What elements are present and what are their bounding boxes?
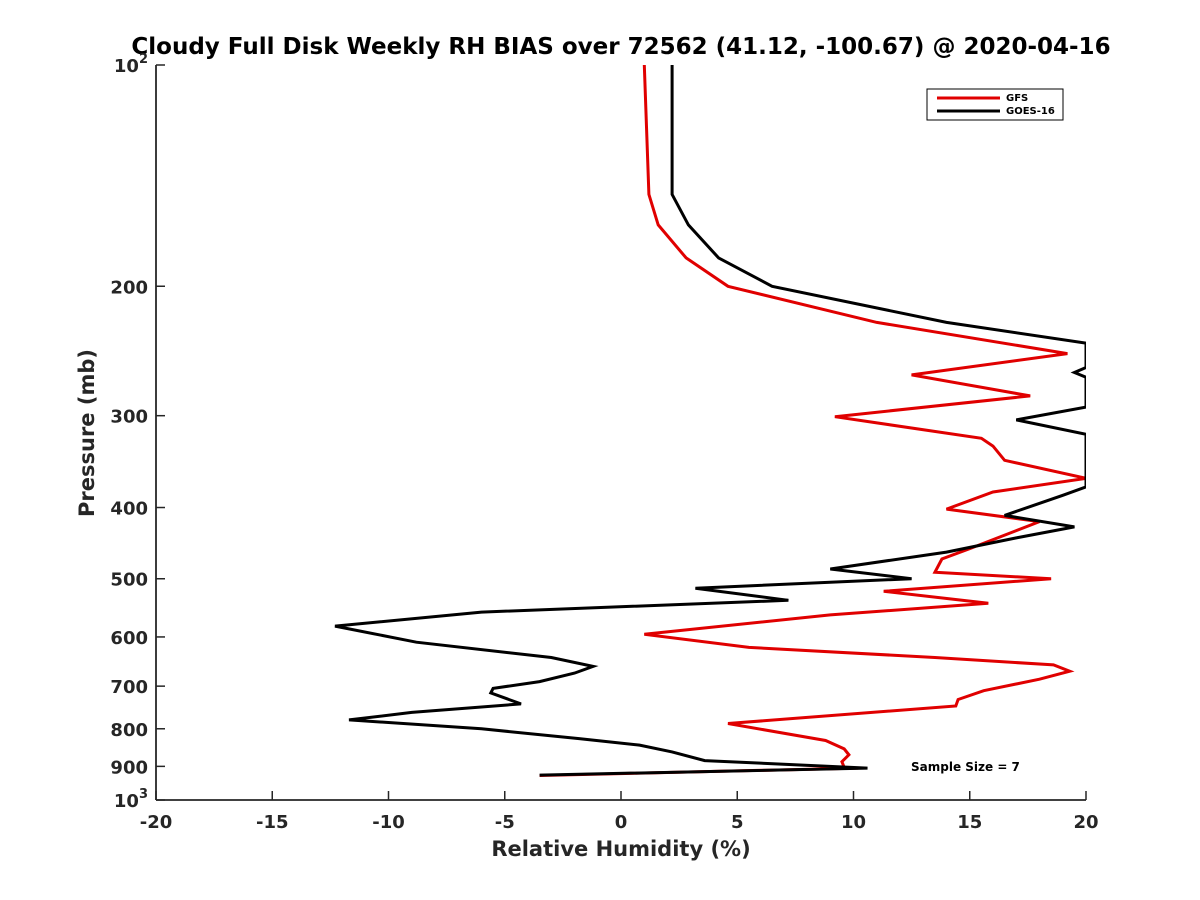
series-line-gfs [539,64,1086,777]
x-tick-label: 15 [957,812,982,833]
y-tick-label: 500 [110,570,148,591]
x-tick-label: 5 [731,812,744,833]
legend-label-goes16: GOES-16 [1006,106,1055,117]
y-tick-label: 600 [110,628,148,649]
y-tick-label: 103 [114,787,148,812]
legend-box [926,88,1064,121]
sample-size-annotation: Sample Size = 7 [911,760,1020,774]
y-tick-label: 400 [110,499,148,520]
chart-title: Cloudy Full Disk Weekly RH BIAS over 725… [131,34,1110,60]
x-tick-label: -20 [140,812,173,833]
x-tick-label: -5 [495,812,515,833]
legend: GFS GOES-16 [926,88,1064,121]
y-tick-base: 400 [110,499,148,520]
x-ticks: -20 -15 -10 -5 0 5 10 15 20 [140,791,1099,833]
y-tick-label: 200 [110,277,148,298]
y-tick-base: 500 [110,570,148,591]
y-axis-label: Pressure (mb) [75,349,99,517]
y-tick-label: 300 [110,407,148,428]
y-tick-label: 900 [110,757,148,778]
y-tick-exponent: 2 [139,52,148,67]
y-tick-label: 700 [110,677,148,698]
y-tick-base: 600 [110,628,148,649]
y-tick-base: 200 [110,277,148,298]
x-tick-label: -10 [372,812,405,833]
y-tick-base: 10 [114,791,139,812]
y-tick-base: 900 [110,757,148,778]
y-tick-label: 102 [114,52,148,77]
y-tick-exponent: 3 [139,787,148,802]
y-tick-label: 800 [110,720,148,741]
x-tick-label: 0 [615,812,628,833]
y-tick-base: 800 [110,720,148,741]
y-tick-base: 10 [114,56,139,77]
series-line-goes16 [334,65,1086,777]
legend-label-gfs: GFS [1006,93,1028,104]
x-axis-label: Relative Humidity (%) [491,837,750,861]
series-layer [334,64,1086,777]
x-tick-label: 10 [841,812,866,833]
x-tick-label: -15 [256,812,289,833]
x-tick-label: 20 [1073,812,1098,833]
y-tick-base: 300 [110,407,148,428]
y-tick-base: 700 [110,677,148,698]
